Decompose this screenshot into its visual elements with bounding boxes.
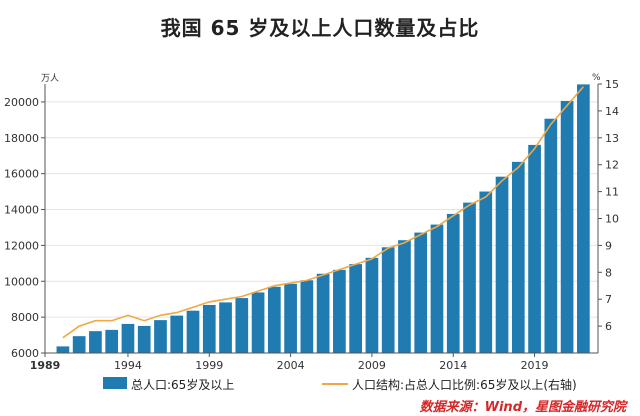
bar	[72, 336, 86, 353]
x-tick-label: 1989	[30, 359, 61, 372]
y-left-tick-label: 16000	[4, 168, 39, 181]
y-right-tick-label: 8	[605, 266, 612, 279]
y-left-tick-label: 12000	[4, 239, 39, 252]
bar	[560, 100, 574, 353]
y-left-tick-label: 8000	[11, 311, 39, 324]
bar	[267, 286, 281, 353]
bar	[202, 304, 216, 353]
y-left-tick-label: 20000	[4, 96, 39, 109]
bar	[479, 191, 493, 353]
legend-line-swatch	[322, 383, 348, 385]
source-note: 数据来源：Wind，星图金融研究院	[419, 400, 626, 415]
bar	[365, 257, 379, 353]
bar	[463, 202, 476, 353]
y-right-tick-label: 10	[605, 213, 619, 226]
y-left-tick-label: 18000	[4, 132, 39, 145]
bar	[121, 323, 135, 353]
bar	[300, 280, 314, 353]
y-right-tick-label: 13	[605, 132, 619, 145]
bar	[170, 315, 184, 353]
bar	[251, 292, 265, 353]
legend-line-label: 人口结构:占总人口比例:65岁及以上(右轴)	[352, 378, 577, 392]
bar	[349, 264, 362, 353]
bar	[154, 320, 167, 353]
bar	[577, 84, 590, 353]
x-tick-label: 2019	[521, 359, 549, 372]
legend-bar-label: 总人口:65岁及以上	[131, 378, 235, 392]
y-right-tick-label: 6	[605, 320, 612, 333]
bar	[316, 273, 330, 353]
bar	[219, 302, 232, 353]
legend-bar-swatch	[103, 377, 127, 389]
y-right-tick-label: 9	[605, 239, 612, 252]
x-tick-label: 1999	[195, 359, 223, 372]
bar	[56, 346, 70, 353]
y-right-tick-label: 15	[605, 78, 619, 91]
bar	[89, 331, 102, 353]
bar	[495, 176, 509, 353]
bar	[446, 213, 460, 353]
y-left-tick-label: 6000	[11, 347, 39, 360]
bar	[381, 247, 395, 353]
y-left-unit: 万人	[41, 73, 59, 84]
y-right-tick-label: 14	[605, 105, 619, 118]
bar	[333, 269, 346, 353]
bar	[235, 298, 249, 353]
y-left-tick-label: 14000	[4, 204, 39, 217]
bar	[105, 329, 119, 353]
chart-title: 我国 65 岁及以上人口数量及占比	[160, 16, 480, 40]
bar	[186, 310, 200, 353]
bar	[137, 325, 151, 353]
legend: 总人口:65岁及以上 人口结构:占总人口比例:65岁及以上(右轴)	[0, 374, 640, 394]
y-right-tick-label: 12	[605, 159, 619, 172]
x-tick-label: 1994	[114, 359, 142, 372]
bar	[398, 240, 411, 353]
bar	[511, 161, 525, 353]
y-right-tick-label: 7	[605, 293, 612, 306]
bar	[414, 232, 428, 353]
bar	[528, 144, 541, 353]
x-tick-label: 2014	[439, 359, 467, 372]
bar	[544, 118, 558, 353]
y-left-tick-label: 10000	[4, 275, 39, 288]
bar	[284, 283, 297, 353]
y-right-tick-label: 11	[605, 186, 619, 199]
ratio-line	[62, 86, 585, 339]
bar	[430, 224, 444, 353]
y-right-unit: %	[592, 73, 601, 83]
x-tick-label: 2004	[277, 359, 305, 372]
x-tick-label: 2009	[358, 359, 386, 372]
